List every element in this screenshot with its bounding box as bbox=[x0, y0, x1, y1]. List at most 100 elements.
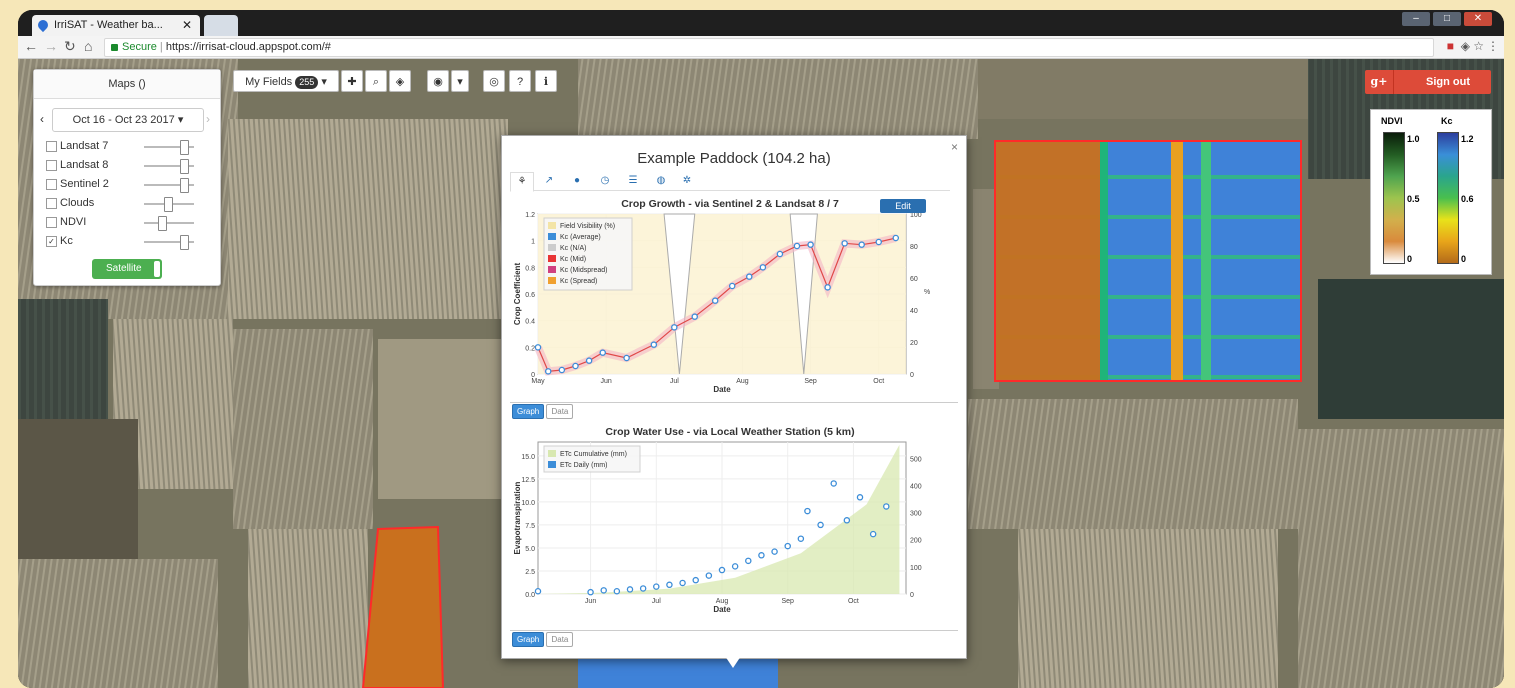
slider-handle[interactable] bbox=[180, 235, 189, 250]
info-button[interactable]: ℹ bbox=[535, 70, 557, 92]
forward-icon[interactable]: → bbox=[44, 38, 58, 54]
y2-tick-label: 500 bbox=[910, 456, 922, 463]
layer-kc[interactable]: ✓ Kc bbox=[46, 233, 73, 249]
tab-irrisat[interactable]: IrriSAT - Weather ba... ✕ bbox=[32, 15, 200, 36]
sign-out-button[interactable]: g+ Sign out bbox=[1365, 70, 1491, 94]
landsat8-opacity-slider[interactable] bbox=[144, 159, 194, 174]
layer-sentinel2[interactable]: Sentinel 2 bbox=[46, 176, 109, 192]
layers-button[interactable]: ◈ bbox=[389, 70, 411, 92]
layer-clouds[interactable]: Clouds bbox=[46, 195, 94, 211]
add-field-button[interactable]: ✚ bbox=[341, 70, 363, 92]
back-icon[interactable]: ← bbox=[24, 38, 38, 54]
x-tick-label: Oct bbox=[848, 598, 859, 605]
etc-daily-point bbox=[679, 579, 686, 587]
layer-ndvi[interactable]: NDVI bbox=[46, 214, 86, 230]
tab-settings[interactable]: ✲ bbox=[676, 172, 698, 190]
url-input[interactable]: Secure | https://irrisat-cloud.appspot.c… bbox=[104, 38, 1434, 57]
slider-handle[interactable] bbox=[158, 216, 167, 231]
url-text: https://irrisat-cloud.appspot.com/# bbox=[165, 41, 331, 53]
layer-landsat8[interactable]: Landsat 8 bbox=[46, 157, 108, 173]
slider-handle[interactable] bbox=[164, 197, 173, 212]
kc-tick-min: 0 bbox=[1461, 254, 1467, 264]
tab-trend[interactable]: ↗ bbox=[538, 172, 560, 190]
list-icon: ☰ bbox=[628, 175, 638, 186]
legend-entry: ETc Daily (mm) bbox=[560, 462, 607, 469]
visibility-dropdown[interactable]: ▾ bbox=[451, 70, 469, 92]
my-fields-dropdown[interactable]: My Fields 255 ▾ bbox=[233, 70, 339, 92]
tab-water[interactable]: ● bbox=[566, 172, 588, 190]
etc-daily-point bbox=[731, 563, 739, 570]
edit-button[interactable]: Edit bbox=[880, 199, 926, 213]
ndvi-color-scale bbox=[1383, 132, 1405, 264]
close-icon[interactable]: × bbox=[950, 140, 958, 154]
prev-week-icon[interactable]: ‹ bbox=[40, 112, 44, 126]
graph-tab[interactable]: Graph bbox=[512, 632, 545, 647]
minimize-icon[interactable]: – bbox=[1402, 12, 1430, 26]
etc-daily-point bbox=[771, 548, 778, 555]
locate-button[interactable]: ◎ bbox=[483, 70, 505, 92]
layers-icon: ◈ bbox=[395, 76, 405, 88]
data-tab[interactable]: Data bbox=[546, 632, 574, 647]
data-tab[interactable]: Data bbox=[546, 404, 574, 419]
kc-average-point bbox=[746, 273, 753, 280]
tab-crop-growth[interactable]: ⚘ bbox=[510, 172, 534, 192]
sentinel2-checkbox[interactable] bbox=[46, 178, 57, 190]
landsat7-opacity-slider[interactable] bbox=[144, 140, 194, 155]
clouds-opacity-slider[interactable] bbox=[144, 197, 194, 212]
kc-average-point bbox=[858, 241, 865, 248]
layer-label: Sentinel 2 bbox=[60, 178, 109, 190]
drop-icon bbox=[35, 17, 51, 33]
clouds-checkbox[interactable] bbox=[46, 197, 57, 209]
landsat8-checkbox[interactable] bbox=[46, 159, 57, 171]
modal-tabs: ⚘ ↗ ● ◷ ☰ ◍ ✲ bbox=[510, 172, 950, 192]
slider-handle[interactable] bbox=[180, 140, 189, 155]
landsat7-checkbox[interactable] bbox=[46, 140, 57, 152]
y2-tick-label: 0 bbox=[910, 372, 914, 379]
extension2-icon[interactable]: ◈ bbox=[1460, 39, 1470, 53]
star-icon[interactable]: ☆ bbox=[1473, 39, 1484, 53]
slider-handle[interactable] bbox=[180, 178, 189, 193]
search-button[interactable]: ⌕ bbox=[365, 70, 387, 92]
next-week-icon[interactable]: › bbox=[206, 112, 210, 126]
reload-icon[interactable]: ↻ bbox=[64, 38, 76, 54]
layer-landsat7[interactable]: Landsat 7 bbox=[46, 138, 108, 154]
y-tick-label: 0.6 bbox=[525, 292, 535, 299]
graph-tab[interactable]: Graph bbox=[512, 404, 545, 419]
satellite-map[interactable]: Maps () ‹ Oct 16 - Oct 23 2017 ▾ › Lands… bbox=[18, 59, 1504, 688]
extension-icon[interactable]: ■ bbox=[1446, 39, 1454, 53]
tab-history[interactable]: ◷ bbox=[594, 172, 616, 190]
new-tab-button[interactable] bbox=[204, 15, 238, 36]
etc-daily-point bbox=[705, 572, 713, 579]
edit-label: Edit bbox=[895, 201, 911, 211]
kc-average-point bbox=[711, 297, 719, 304]
home-icon[interactable]: ⌂ bbox=[84, 38, 93, 54]
menu-icon[interactable]: ⋮ bbox=[1487, 39, 1499, 53]
legend-box bbox=[543, 217, 633, 291]
kc-opacity-slider[interactable] bbox=[144, 235, 194, 250]
sentinel2-opacity-slider[interactable] bbox=[144, 178, 194, 193]
ndvi-checkbox[interactable] bbox=[46, 216, 57, 228]
satellite-toggle[interactable]: Satellite bbox=[92, 259, 162, 279]
y-tick-label: 0.2 bbox=[525, 345, 535, 352]
x-tick-label: Jun bbox=[585, 598, 596, 605]
help-button[interactable]: ? bbox=[509, 70, 531, 92]
ndvi-tick-max: 1.0 bbox=[1407, 134, 1420, 144]
date-range-dropdown[interactable]: Oct 16 - Oct 23 2017 ▾ bbox=[52, 108, 204, 132]
kc-checkbox[interactable]: ✓ bbox=[46, 235, 57, 247]
tab-globe[interactable]: ◍ bbox=[650, 172, 672, 190]
ndvi-opacity-slider[interactable] bbox=[144, 216, 194, 231]
legend-swatch bbox=[548, 277, 556, 284]
kc-mid-line bbox=[537, 237, 896, 372]
kc-average-point bbox=[841, 240, 848, 247]
y2-tick-label: 400 bbox=[910, 483, 922, 490]
close-window-icon[interactable]: ✕ bbox=[1464, 12, 1492, 26]
close-tab-icon[interactable]: ✕ bbox=[181, 18, 192, 32]
slider-handle[interactable] bbox=[180, 159, 189, 174]
etc-daily-point bbox=[797, 535, 805, 542]
x-tick-label: Sep bbox=[804, 378, 817, 385]
maximize-icon[interactable]: □ bbox=[1433, 12, 1461, 26]
etc-daily-point bbox=[653, 583, 660, 590]
visibility-button[interactable]: ◉ bbox=[427, 70, 449, 92]
modal-pointer bbox=[725, 656, 741, 668]
tab-list[interactable]: ☰ bbox=[622, 172, 644, 190]
